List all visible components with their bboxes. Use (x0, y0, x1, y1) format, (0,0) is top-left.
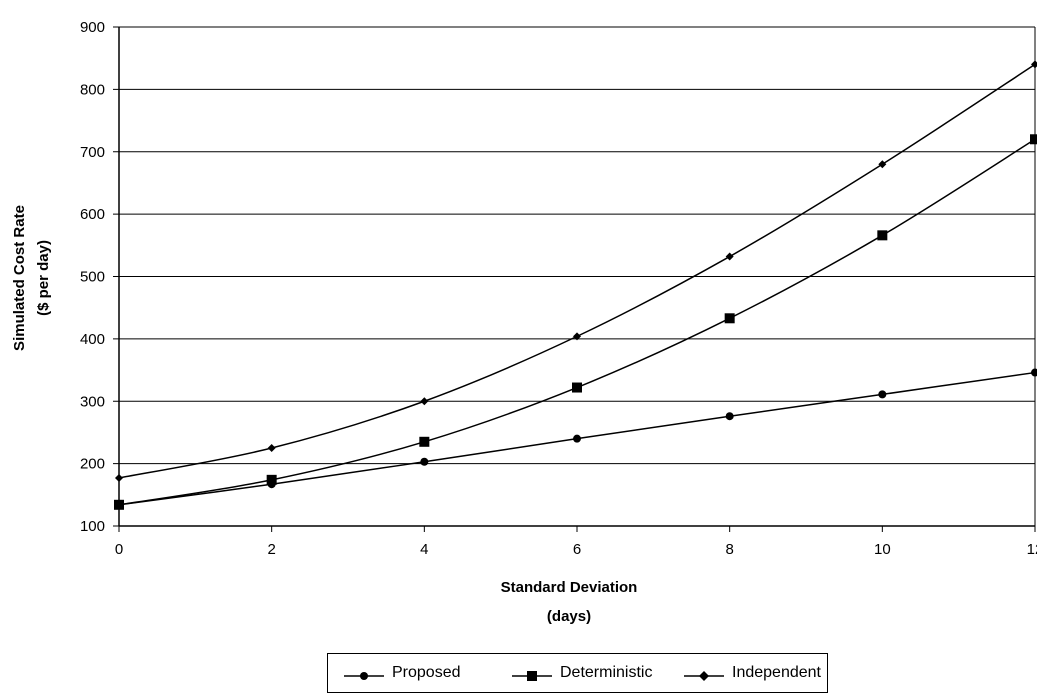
x-tick-label-12: 12 (1027, 541, 1037, 558)
legend-label-deterministic: Deterministic (560, 664, 653, 681)
legend-label-proposed: Proposed (392, 664, 461, 681)
point-deterministic-2 (266, 474, 277, 485)
point-proposed-4 (420, 457, 429, 466)
x-tick-label-10: 10 (874, 541, 891, 558)
point-independent-0 (115, 473, 123, 482)
x-tick-labels: 0 2 4 6 8 10 12 (115, 541, 1037, 558)
y-tick-label-700: 700 (80, 144, 105, 161)
legend-swatch-circle (344, 672, 384, 680)
point-proposed-6 (573, 434, 581, 443)
point-independent-12 (1031, 60, 1037, 69)
series-line-independent (118, 63, 1036, 479)
point-proposed-8 (725, 412, 734, 421)
y-tick-label-900: 900 (80, 19, 105, 36)
point-proposed-12 (1031, 368, 1037, 377)
legend-swatch-square (512, 671, 552, 681)
legend-item-deterministic: Deterministic (510, 654, 652, 692)
y-tick-label-200: 200 (80, 456, 105, 473)
y-tick-label-500: 500 (80, 269, 105, 286)
y-tick-label-400: 400 (80, 331, 105, 348)
series-deterministic (114, 134, 1037, 510)
y-axis-title-line1: Simulated Cost Rate (11, 205, 28, 351)
series-independent (115, 60, 1037, 482)
y-tick-label-600: 600 (80, 206, 105, 223)
series-line-deterministic (118, 138, 1036, 506)
x-tick-label-8: 8 (725, 541, 733, 558)
x-axis-title-line1: Standard Deviation (501, 579, 638, 596)
point-deterministic-4 (419, 436, 430, 447)
point-independent-4 (420, 397, 429, 406)
point-deterministic-8 (724, 313, 735, 324)
point-proposed-10 (878, 390, 887, 399)
series-group (114, 60, 1037, 510)
gridlines (119, 26, 1035, 465)
point-deterministic-10 (877, 230, 888, 241)
point-independent-6 (573, 332, 581, 341)
x-tick-label-6: 6 (573, 541, 581, 558)
legend-item-independent: Independent (682, 654, 821, 692)
y-tick-labels: 100 200 300 400 500 600 700 800 900 (80, 19, 105, 535)
point-independent-2 (267, 444, 276, 453)
point-deterministic-0 (114, 499, 124, 510)
y-axis-title-line2: ($ per day) (35, 240, 52, 316)
point-independent-10 (878, 160, 887, 169)
axes (113, 26, 1036, 532)
legend: Proposed Deterministic Independent (327, 653, 828, 693)
x-axis-title-line2: (days) (547, 608, 591, 625)
y-tick-label-300: 300 (80, 393, 105, 410)
point-independent-8 (725, 252, 734, 261)
point-deterministic-12 (1030, 134, 1037, 145)
point-deterministic-6 (572, 382, 582, 393)
legend-label-independent: Independent (732, 664, 821, 681)
x-tick-label-4: 4 (420, 541, 428, 558)
y-tick-label-800: 800 (80, 81, 105, 98)
legend-swatch-diamond (684, 671, 724, 681)
y-tick-label-100: 100 (80, 518, 105, 535)
legend-item-proposed: Proposed (342, 654, 461, 692)
x-tick-label-2: 2 (267, 541, 275, 558)
x-tick-label-0: 0 (115, 541, 123, 558)
